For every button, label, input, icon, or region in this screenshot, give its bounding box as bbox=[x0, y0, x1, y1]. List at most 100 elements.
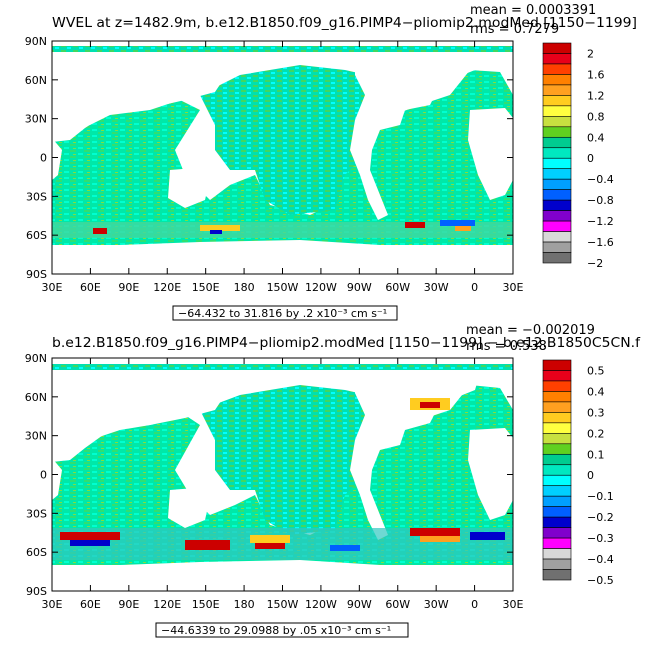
x-tick-label: 90E bbox=[118, 598, 139, 611]
colorbar-cell bbox=[542, 220, 572, 232]
panel-2-y-axis: 90N 60N 30N 0 30S 60S 90S bbox=[25, 352, 513, 598]
colorbar-label: 0.4 bbox=[587, 131, 605, 144]
colorbar-cell bbox=[542, 537, 572, 549]
x-tick-label: 150W bbox=[267, 281, 299, 294]
y-tick-label: 90N bbox=[25, 35, 47, 48]
colorbar-cell bbox=[542, 506, 572, 518]
colorbar-label: −1.2 bbox=[587, 215, 614, 228]
x-tick-label: 30W bbox=[424, 281, 449, 294]
panel-2-hotspot bbox=[250, 535, 290, 543]
x-tick-label: 30E bbox=[42, 281, 63, 294]
colorbar-cell bbox=[542, 199, 572, 211]
colorbar-label: 0 bbox=[587, 152, 594, 165]
colorbar-cell bbox=[542, 548, 572, 560]
panel-1-land-australia bbox=[168, 168, 210, 208]
colorbar-cell bbox=[542, 252, 572, 264]
colorbar-label: −0.8 bbox=[587, 194, 614, 207]
colorbar-cell bbox=[542, 391, 572, 403]
x-tick-label: 90E bbox=[118, 281, 139, 294]
y-tick-label: 60N bbox=[25, 391, 47, 404]
panel-1-land-asia bbox=[52, 55, 235, 142]
panel-2-land-americas bbox=[350, 373, 440, 540]
colorbar-label: −0.1 bbox=[587, 490, 614, 503]
panel-2-x-axis: 30E 60E 90E 120E 150E 180 150W 120W 90W 60W 30W 0 30… bbox=[42, 358, 524, 611]
panel-1-ocean-arctic bbox=[52, 46, 513, 52]
panel-1-so-band bbox=[52, 222, 513, 238]
y-tick-label: 0 bbox=[40, 152, 47, 165]
y-tick-label: 60N bbox=[25, 74, 47, 87]
panel-2-land-antarctica bbox=[52, 565, 513, 591]
panel-1-land-antarctica bbox=[52, 245, 513, 274]
panel-1-land-greenland bbox=[440, 55, 480, 78]
panel-2-hotspot bbox=[420, 402, 440, 408]
panel-1-hotspot bbox=[210, 230, 222, 234]
panel-1-rms: rms = 0.7279 bbox=[470, 22, 559, 37]
colorbar-cell bbox=[542, 241, 572, 253]
panel-2-land-asia bbox=[52, 373, 235, 462]
colorbar-cell bbox=[542, 359, 572, 371]
y-tick-label: 30N bbox=[25, 113, 47, 126]
colorbar-cell bbox=[542, 231, 572, 243]
colorbar-cell bbox=[542, 453, 572, 466]
panel-1-map bbox=[52, 41, 513, 274]
colorbar-label: 0.8 bbox=[587, 110, 605, 123]
panel-2-colorbar: 0.5 0.4 0.3 0.2 0.1 0 −0.1 −0.2 −0.3 −0.4 −0.5 bbox=[542, 359, 614, 587]
x-tick-label: 30E bbox=[42, 598, 63, 611]
y-tick-label: 30S bbox=[26, 190, 47, 203]
colorbar-label: 2 bbox=[587, 47, 594, 60]
panel-2-hotspot bbox=[470, 532, 505, 540]
colorbar-cell bbox=[542, 95, 572, 107]
panel-2-hotspot bbox=[60, 532, 120, 540]
colorbar-cell bbox=[542, 422, 572, 434]
colorbar-cell bbox=[542, 485, 572, 497]
colorbar-label: −2 bbox=[587, 257, 603, 270]
panel-1-mean: mean = 0.0003391 bbox=[470, 3, 596, 18]
x-tick-label: 120W bbox=[305, 598, 337, 611]
panel-2-hotspot bbox=[185, 540, 230, 550]
x-tick-label: 150E bbox=[192, 281, 220, 294]
colorbar-cell bbox=[542, 210, 572, 222]
panel-1-x-axis: 30E 60E 90E 120E 150E 180 150W 120W 90W 60W 30W 0 30… bbox=[42, 41, 524, 294]
y-tick-label: 90S bbox=[26, 585, 47, 598]
colorbar-cell bbox=[542, 53, 572, 65]
panel-2-range-box bbox=[155, 622, 409, 638]
colorbar-label: 0 bbox=[587, 469, 594, 482]
colorbar-label: 0.2 bbox=[587, 427, 605, 440]
panel-1-hotspot bbox=[440, 220, 475, 226]
y-tick-label: 60S bbox=[26, 229, 47, 242]
colorbar-cell bbox=[542, 370, 572, 382]
colorbar-cell bbox=[542, 380, 572, 392]
x-tick-label: 150W bbox=[267, 598, 299, 611]
colorbar-cell bbox=[542, 495, 572, 507]
y-tick-label: 30S bbox=[26, 507, 47, 520]
x-tick-label: 120E bbox=[153, 281, 181, 294]
colorbar-cell bbox=[542, 401, 572, 413]
colorbar-cell bbox=[542, 527, 572, 539]
panel-2-hotspot bbox=[330, 545, 360, 551]
colorbar-cell bbox=[542, 168, 572, 180]
colorbar-label: −1.6 bbox=[587, 236, 614, 249]
colorbar-cell bbox=[542, 189, 572, 201]
colorbar-label: 0.5 bbox=[587, 364, 605, 377]
panel-1-colorbar: 2 1.6 1.2 0.8 0.4 0 −0.4 −0.8 −1.2 −1.6 −2 bbox=[542, 42, 614, 270]
colorbar-cell bbox=[542, 84, 572, 96]
colorbar-label: 1.2 bbox=[587, 89, 605, 102]
panel-1: WVEL at z=1482.9m, b.e12.B1850.f09_g16.P… bbox=[25, 3, 637, 321]
x-tick-label: 60W bbox=[385, 598, 410, 611]
panel-2-ocean-arctic bbox=[52, 364, 513, 370]
colorbar-cell bbox=[542, 464, 572, 476]
colorbar-label: 0.3 bbox=[587, 406, 605, 419]
y-tick-label: 90N bbox=[25, 352, 47, 365]
panel-2-ocean-indian bbox=[52, 385, 513, 565]
panel-2-title: b.e12.B1850.f09_g16.PIMP4−pliomip2.modMe… bbox=[52, 336, 640, 351]
panel-1-hotspot bbox=[405, 222, 425, 228]
colorbar-label: −0.5 bbox=[587, 574, 614, 587]
x-tick-label: 0 bbox=[471, 281, 478, 294]
x-tick-label: 180 bbox=[234, 598, 255, 611]
panel-1-hotspot bbox=[93, 228, 107, 234]
x-tick-label: 90W bbox=[347, 281, 372, 294]
colorbar-cell bbox=[542, 116, 572, 128]
colorbar-cell bbox=[542, 474, 572, 487]
panel-1-title: WVEL at z=1482.9m, b.e12.B1850.f09_g16.P… bbox=[52, 16, 637, 31]
